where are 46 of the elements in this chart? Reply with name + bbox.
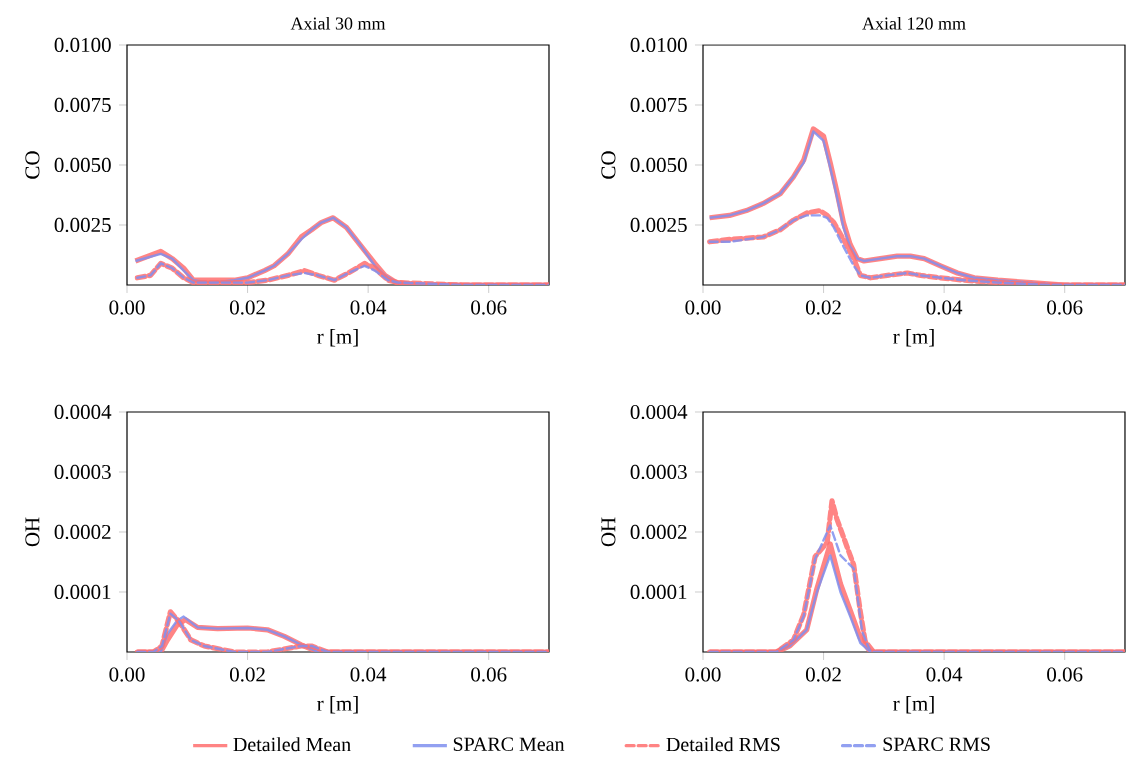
- y-axis-title: OH: [601, 517, 616, 547]
- y-tick-label: 0.0003: [54, 464, 111, 480]
- x-axis-title: r [m]: [317, 696, 358, 714]
- x-tick-label: 0.02: [805, 667, 841, 682]
- x-axis-title: r [m]: [317, 329, 358, 347]
- y-tick-label: 0.0075: [630, 97, 687, 113]
- chart-title: Axial 120 mm: [862, 16, 966, 30]
- y-tick-label: 0.0002: [54, 524, 111, 540]
- x-tick-label: 0.06: [1047, 667, 1083, 682]
- x-tick-label: 0.00: [109, 300, 145, 315]
- x-tick-label: 0.04: [350, 300, 387, 315]
- y-tick-label: 0.0100: [630, 37, 687, 53]
- y-tick-label: 0.0025: [630, 217, 687, 233]
- y-tick-label: 0.0001: [630, 584, 687, 600]
- y-axis-title: CO: [601, 151, 616, 179]
- y-tick-label: 0.0002: [630, 524, 687, 540]
- y-tick-label: 0.0075: [54, 97, 111, 113]
- x-tick-label: 0.06: [471, 667, 507, 682]
- x-tick-label: 0.00: [109, 667, 145, 682]
- legend-label: Detailed RMS: [666, 737, 780, 752]
- y-tick-label: 0.0003: [630, 464, 687, 480]
- y-axis-title: CO: [25, 151, 40, 179]
- y-tick-label: 0.0050: [630, 157, 687, 173]
- y-axis-title: OH: [25, 517, 40, 547]
- x-axis-title: r [m]: [893, 696, 934, 714]
- y-tick-label: 0.0004: [54, 404, 112, 420]
- y-tick-label: 0.0050: [54, 157, 111, 173]
- x-tick-label: 0.02: [229, 300, 265, 315]
- x-tick-label: 0.00: [685, 300, 721, 315]
- x-tick-label: 0.02: [805, 300, 841, 315]
- x-tick-label: 0.00: [685, 667, 721, 682]
- x-tick-label: 0.04: [926, 667, 963, 682]
- y-tick-label: 0.0025: [54, 217, 111, 233]
- x-tick-label: 0.06: [1047, 300, 1083, 315]
- y-tick-label: 0.0004: [630, 404, 688, 420]
- chart-title: Axial 30 mm: [290, 16, 386, 30]
- legend-label: SPARC RMS: [883, 737, 990, 751]
- y-tick-label: 0.0100: [54, 37, 111, 53]
- legend-label: Detailed Mean: [233, 737, 351, 752]
- legend-label: SPARC Mean: [453, 737, 565, 751]
- y-tick-label: 0.0001: [54, 584, 111, 600]
- x-tick-label: 0.04: [926, 300, 963, 315]
- x-tick-label: 0.06: [471, 300, 507, 315]
- x-tick-label: 0.04: [350, 667, 387, 682]
- x-tick-label: 0.02: [229, 667, 265, 682]
- x-axis-title: r [m]: [893, 329, 934, 347]
